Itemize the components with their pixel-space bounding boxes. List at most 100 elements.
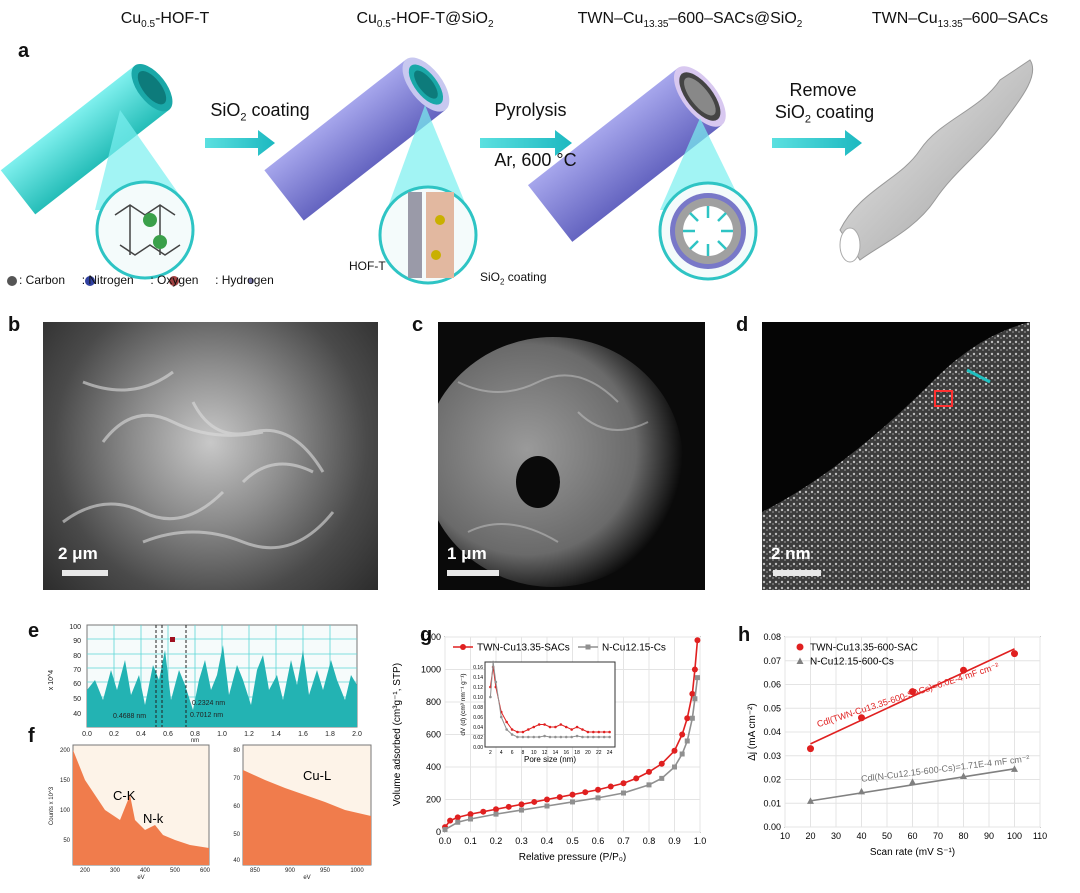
arrow-2	[480, 130, 572, 156]
h-xtick-label: 50	[882, 831, 892, 841]
h-xtick-label: 40	[856, 831, 866, 841]
e-ann-1: 0.2324 nm	[192, 700, 225, 707]
g-point	[607, 783, 614, 790]
h-xtick-label: 30	[831, 831, 841, 841]
g-point	[689, 715, 695, 721]
g-inset-ytick-label: 0.12	[473, 685, 483, 691]
g-inset-ytick-label: 0.10	[473, 695, 483, 701]
g-inset-xtick-label: 14	[553, 750, 559, 756]
g-inset-xtick-label: 16	[563, 750, 569, 756]
eels-cu-l-label: Cu-L	[303, 768, 331, 783]
hydrogen-atom-icon	[248, 278, 254, 284]
h-legend-label-1: N-Cu12.15-600-Cs	[810, 657, 894, 668]
scale-bar-b	[62, 570, 108, 576]
f-l-ytick-1: 150	[60, 778, 71, 784]
tube-hof-t	[0, 63, 173, 215]
h-legend-marker-0	[796, 643, 804, 651]
g-inset-point	[564, 725, 568, 729]
panel-b-label: b	[8, 314, 21, 336]
f-r-xtick-3: 1000	[350, 868, 364, 874]
g-point	[505, 803, 512, 810]
g-inset-ytick-label: 0.14	[473, 675, 483, 681]
e-xtick-1: 0.2	[109, 731, 119, 738]
panel-e-label: e	[28, 620, 40, 642]
tube-hof-t-sio2	[264, 57, 450, 221]
zoom-cone-1	[95, 110, 190, 210]
e-ylabel: x 10^4	[48, 670, 55, 691]
g-point	[691, 666, 698, 673]
scale-text-d: 2 nm	[771, 544, 811, 563]
g-inset-xtick-label: 18	[574, 750, 580, 756]
g-point	[447, 817, 454, 824]
g-inset-point	[537, 735, 541, 739]
g-inset-point	[554, 735, 557, 739]
arrow-1	[205, 130, 275, 156]
h-point	[909, 688, 916, 696]
g-inset-point	[608, 735, 611, 739]
g-inset-point	[510, 733, 514, 736]
isotherm-chart: 0 200 400 600 800 1000 1200 0.0 0.1 0.2 0.3 0.4 0.5 0…	[392, 632, 707, 863]
g-point	[570, 799, 575, 805]
g-inset-point	[592, 735, 595, 739]
h-ytick-label: 0.04	[763, 727, 781, 737]
g-inset-xtick-label: 4	[500, 750, 503, 756]
title-twn-sacs-sio2: TWN–Cu13.35–600–SACs@SiO2	[577, 10, 803, 31]
g-inset-point	[505, 720, 508, 724]
f-r-xtick-1: 900	[285, 868, 296, 874]
g-inset-point	[527, 735, 530, 739]
h-ytick-label: 0.03	[763, 751, 781, 761]
h-point	[858, 787, 865, 795]
g-point	[468, 816, 473, 822]
g-point	[595, 795, 601, 801]
g-point	[659, 775, 665, 781]
cdl-chart: 0.00 0.01 0.02 0.03 0.04 0.05 0.06 0.07 0.08 10 20…	[747, 632, 1047, 858]
e-xtick-9: 1.8	[325, 731, 335, 738]
f-l-ytick-2: 100	[60, 808, 71, 814]
f-l-ytick-3: 50	[63, 838, 70, 844]
h-xtick-label: 60	[907, 831, 917, 841]
g-point	[544, 803, 550, 809]
f-r-ytick-3: 50	[233, 832, 240, 838]
f-r-ytick-0: 80	[233, 748, 240, 754]
f-r-ytick-2: 60	[233, 804, 240, 810]
e-ytick-6: 40	[73, 711, 81, 718]
f-l-xtick-2: 400	[140, 868, 151, 874]
g-inset-point	[537, 723, 541, 726]
g-xtick-label: 0.2	[490, 836, 503, 846]
g-inset-point	[491, 660, 495, 664]
g-xtick-label: 1.0	[694, 836, 707, 846]
g-inset-point	[564, 735, 568, 739]
g-inset-xtick-label: 24	[607, 750, 613, 756]
g-xlabel: Relative pressure (P/P₀)	[519, 852, 627, 863]
g-inset-point	[602, 730, 606, 734]
e-ann-3: 0.7012 nm	[190, 712, 223, 719]
scheme-illustration	[0, 57, 1034, 286]
sio2-coating-label: SiO2 coating	[480, 270, 547, 287]
f-l-ytick-0: 200	[60, 748, 71, 754]
g-ytick-label: 800	[426, 697, 441, 707]
panel-a-label: a	[18, 40, 30, 62]
g-point	[658, 760, 665, 767]
g-inset-point	[575, 734, 579, 738]
e-xtick-2: 0.4	[136, 731, 146, 738]
g-inset-point	[586, 730, 590, 734]
g-ytick-label: 0	[436, 827, 441, 837]
g-point	[646, 782, 652, 788]
e-xtick-5: 1.0	[217, 731, 227, 738]
sem-image	[43, 322, 378, 590]
nitrogen-atom-icon	[85, 276, 95, 286]
g-inset-point	[489, 695, 492, 699]
g-point	[454, 814, 461, 821]
g-inset-point	[570, 735, 573, 739]
e-xtick-8: 1.6	[298, 731, 308, 738]
g-point	[544, 796, 550, 803]
tube-twn-sacs	[839, 59, 1034, 261]
g-inset-xtick-label: 2	[489, 750, 492, 756]
g-inset-point	[559, 723, 563, 726]
scale-text-c: 1 μm	[447, 544, 487, 563]
g-inset-ytick-label: 0.08	[473, 705, 483, 711]
title-cu-hof-t: Cu0.5-HOF-T	[120, 10, 210, 31]
h-fit-line-0	[810, 648, 1015, 745]
g-inset-point	[499, 715, 503, 719]
g-point	[531, 798, 538, 805]
